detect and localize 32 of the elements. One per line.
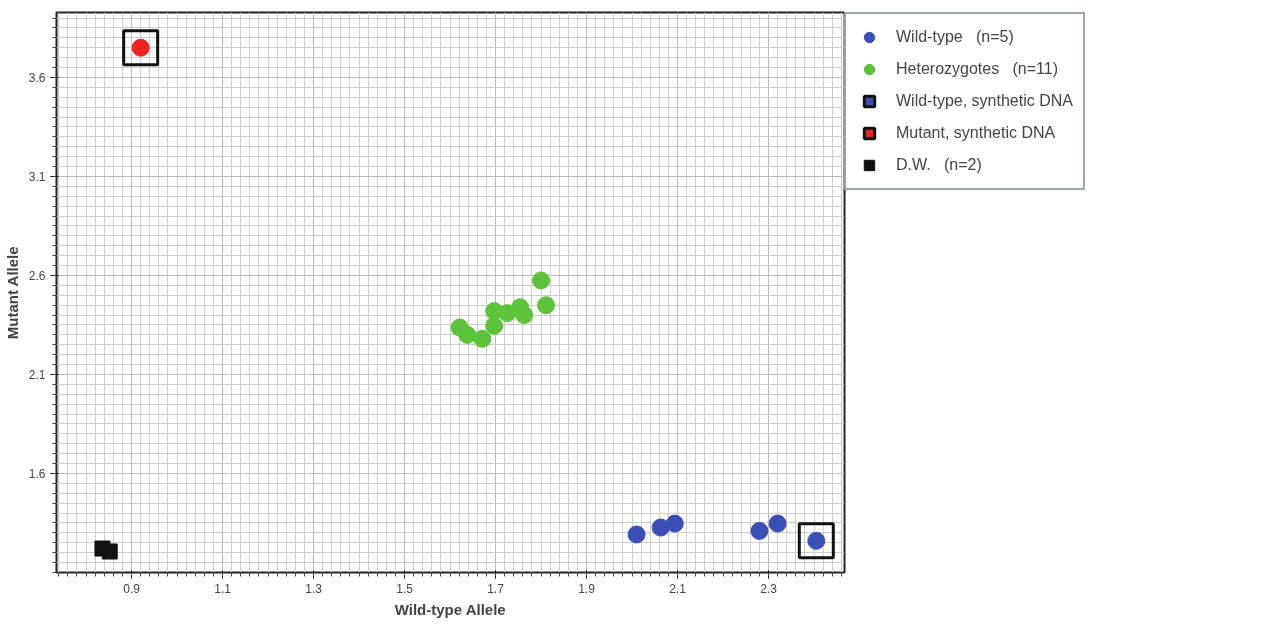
y-tick-label: 2.6 — [28, 268, 46, 283]
x-tick-label: 1.9 — [578, 581, 596, 596]
x-axis-title: Wild-type Allele — [394, 600, 506, 618]
point — [515, 306, 534, 325]
legend-label: D.W. (n=2) — [896, 156, 982, 174]
x-tick-label: 1.3 — [305, 581, 323, 596]
x-tick-label: 2.1 — [669, 581, 687, 596]
point — [768, 514, 787, 533]
point — [101, 543, 118, 560]
y-tick-label: 2.1 — [28, 367, 46, 382]
point — [458, 325, 477, 344]
x-tick-label: 1.7 — [487, 581, 505, 596]
y-tick-label: 3.1 — [28, 169, 46, 184]
x-tick-label: 1.5 — [396, 581, 414, 596]
point — [537, 296, 556, 315]
legend-label: Heterozygotes (n=11) — [896, 60, 1059, 78]
y-tick-label: 3.6 — [28, 70, 46, 85]
point — [627, 525, 646, 544]
point — [532, 271, 551, 290]
x-tick-label: 2.3 — [760, 581, 778, 596]
point — [665, 514, 684, 533]
legend-label: Mutant, synthetic DNA — [896, 124, 1056, 142]
point — [651, 518, 670, 537]
x-tick-label: 1.1 — [214, 581, 232, 596]
legend-label: Wild-type, synthetic DNA — [896, 92, 1073, 110]
y-tick-label: 1.6 — [28, 466, 46, 481]
x-tick-label: 0.9 — [123, 581, 141, 596]
point — [485, 316, 504, 335]
legend-label: Wild-type (n=5) — [896, 28, 1014, 46]
point — [473, 329, 492, 348]
y-axis-title: Mutant Allele — [3, 246, 21, 340]
point — [750, 521, 769, 540]
